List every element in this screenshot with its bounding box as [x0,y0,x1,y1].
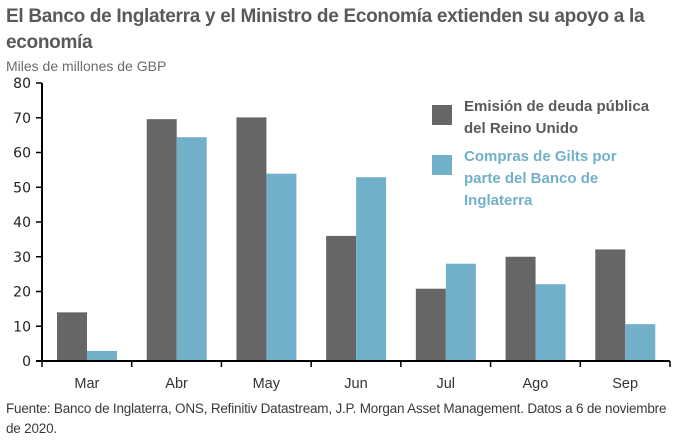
source-note: Fuente: Banco de Inglaterra, ONS, Refini… [6,401,667,436]
bar-debt-issuance-ago [505,256,536,361]
legend: Emisión de deuda pública del Reino Unido C… [432,98,650,209]
y-tick-label: 0 [22,354,31,370]
axes-group: 0 10 20 30 40 50 60 70 80 Mar Abr May Jun Jul Ago Sep [13,76,671,392]
legend-label: Emisión de deuda pública del Reino Unido [464,98,650,137]
legend-label-line: del Reino Unido [464,120,578,137]
y-tick-label: 50 [13,180,31,196]
legend-label-line: Emisión de deuda pública [464,98,650,115]
legend-item-gilt-purchases: Compras de Gilts por parte del Banco de In… [432,148,617,209]
x-tick-label-abr: Abr [165,376,188,392]
bars-group [57,117,656,361]
bar-gilt-purchases-jul [445,263,476,361]
x-tick-label-may: May [253,376,281,392]
y-tick-label: 30 [13,250,31,266]
bar-gilt-purchases-mar [87,350,117,361]
bar-gilt-purchases-sep [625,324,656,361]
y-tick-label: 20 [13,285,31,301]
bar-gilt-purchases-jun [356,177,387,361]
x-tick-label-jun: Jun [344,376,367,392]
bar-debt-issuance-sep [595,249,626,361]
bar-debt-issuance-mar [57,312,87,361]
y-tick-label: 40 [13,215,31,231]
bar-debt-issuance-jul [415,288,446,361]
x-tick-label-sep: Sep [612,376,638,392]
bar-gilt-purchases-ago [535,284,566,361]
legend-label-line: parte del Banco de [464,170,598,187]
y-tick-label: 10 [13,319,31,335]
x-tick-label-jul: Jul [436,376,455,392]
bar-debt-issuance-abr [146,119,177,361]
y-tick-label: 70 [13,111,31,127]
y-tick-label: 60 [13,146,31,162]
bar-debt-issuance-may [236,117,267,361]
legend-swatch [432,105,452,125]
y-tick-label: 80 [13,76,31,92]
legend-label: Compras de Gilts por parte del Banco de In… [464,148,617,209]
x-tick-label-mar: Mar [74,376,99,392]
legend-label-line: Compras de Gilts por [464,148,617,165]
legend-item-debt-issuance: Emisión de deuda pública del Reino Unido [432,98,650,137]
legend-label-line: Inglaterra [464,192,533,209]
x-tick-label-ago: Ago [523,376,549,392]
y-axis-unit-label: Miles de millones de GBP [6,58,167,74]
bar-gilt-purchases-abr [176,137,207,361]
chart-title: El Banco de Inglaterra y el Ministro de … [6,6,645,53]
bar-gilt-purchases-may [266,173,297,361]
legend-swatch [432,155,452,175]
bar-debt-issuance-jun [326,235,357,361]
